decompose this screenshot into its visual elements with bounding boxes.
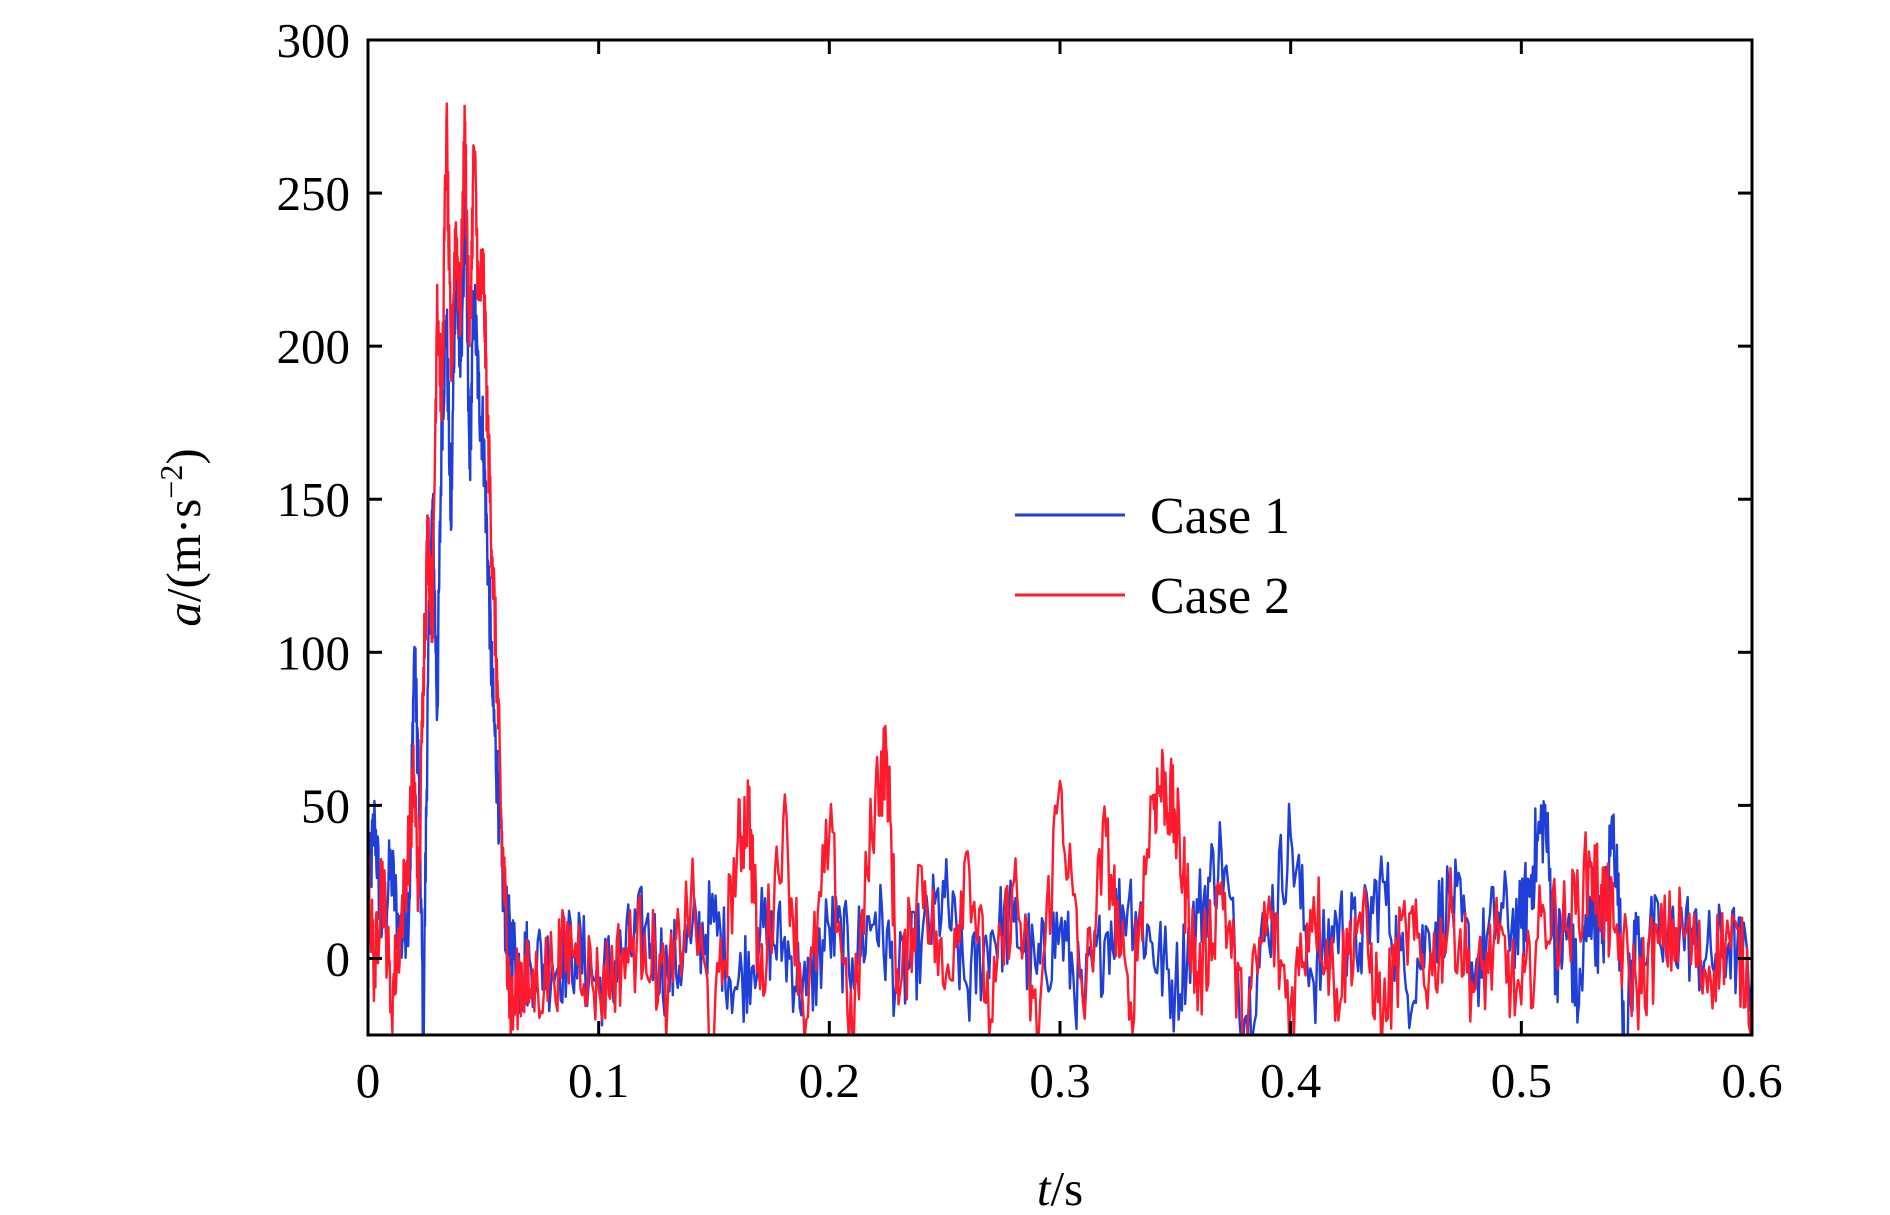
x-axis-label: t/s bbox=[1037, 1161, 1083, 1215]
plot-frame bbox=[366, 38, 1754, 1037]
y-tick-label: 100 bbox=[277, 625, 351, 680]
y-axis-unit-post: ) bbox=[156, 448, 211, 464]
x-tick-label: 0.4 bbox=[1260, 1053, 1321, 1108]
y-tick-label: 200 bbox=[277, 319, 351, 374]
series-layer bbox=[368, 102, 1752, 1035]
x-axis-variable: t bbox=[1037, 1161, 1052, 1215]
x-tick-label: 0.6 bbox=[1721, 1053, 1782, 1108]
ticks-layer bbox=[366, 38, 1754, 1035]
y-tick-label: 300 bbox=[277, 13, 351, 68]
x-tick-label: 0.5 bbox=[1491, 1053, 1552, 1108]
x-tick-label: 0 bbox=[356, 1053, 381, 1108]
y-axis-unit-pre: /(m·s bbox=[156, 499, 211, 602]
x-tick-label: 0.2 bbox=[799, 1053, 860, 1108]
y-tick-label: 250 bbox=[277, 166, 351, 221]
y-tick-label: 50 bbox=[301, 778, 350, 833]
legend-label-2: Case 2 bbox=[1150, 568, 1290, 625]
legend-label-1: Case 1 bbox=[1150, 488, 1290, 545]
x-tick-label: 0.1 bbox=[568, 1053, 629, 1108]
legend: Case 1 Case 2 bbox=[1015, 488, 1290, 625]
y-tick-label: 150 bbox=[277, 472, 351, 527]
x-axis-unit: /s bbox=[1050, 1161, 1083, 1215]
x-tick-label: 0.3 bbox=[1029, 1053, 1090, 1108]
y-axis-label: a/(m·s−2) bbox=[153, 448, 211, 626]
y-tick-label: 0 bbox=[326, 931, 351, 986]
series-line-1 bbox=[368, 191, 1752, 1035]
series-line-2 bbox=[368, 102, 1752, 1035]
labels-layer: 0 0.1 0.2 0.3 0.4 0.5 0.6 0 50 100 150 200 250 300 bbox=[277, 13, 1783, 1108]
y-axis-unit-superscript: −2 bbox=[153, 465, 189, 499]
y-axis-variable: a bbox=[156, 602, 211, 627]
